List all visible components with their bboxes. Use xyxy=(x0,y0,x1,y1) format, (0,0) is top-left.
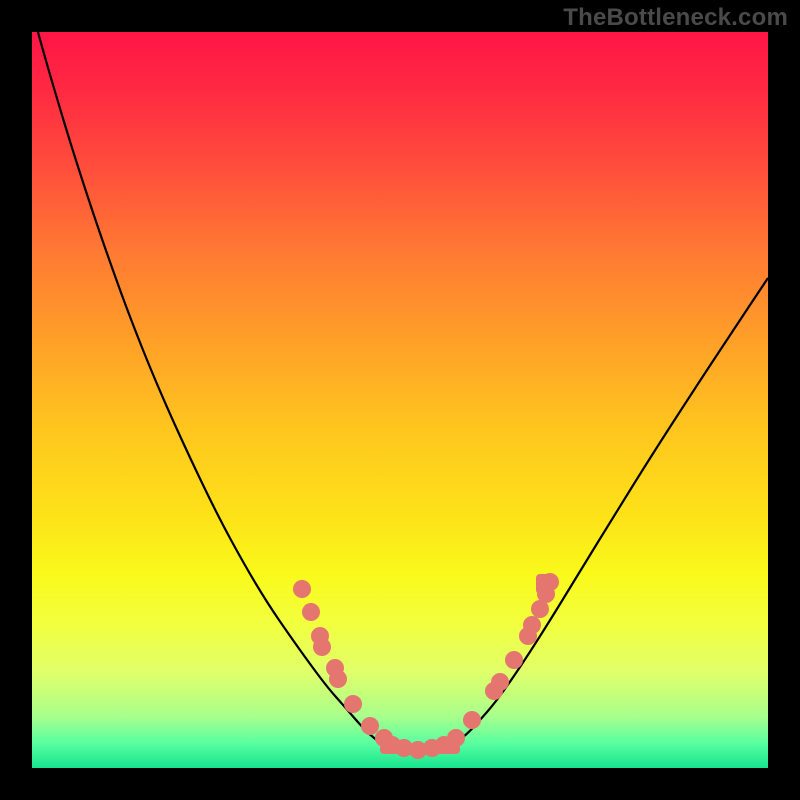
data-marker xyxy=(293,580,311,598)
data-marker xyxy=(313,638,331,656)
data-marker xyxy=(361,717,379,735)
watermark-text: TheBottleneck.com xyxy=(563,4,788,32)
data-marker xyxy=(541,573,559,591)
data-marker xyxy=(463,711,481,729)
data-marker xyxy=(491,673,509,691)
data-marker xyxy=(505,651,523,669)
bottleneck-chart xyxy=(0,0,800,800)
data-marker xyxy=(344,695,362,713)
plot-area xyxy=(32,32,768,768)
data-marker xyxy=(329,670,347,688)
data-marker xyxy=(447,729,465,747)
data-marker xyxy=(302,603,320,621)
data-marker xyxy=(523,616,541,634)
